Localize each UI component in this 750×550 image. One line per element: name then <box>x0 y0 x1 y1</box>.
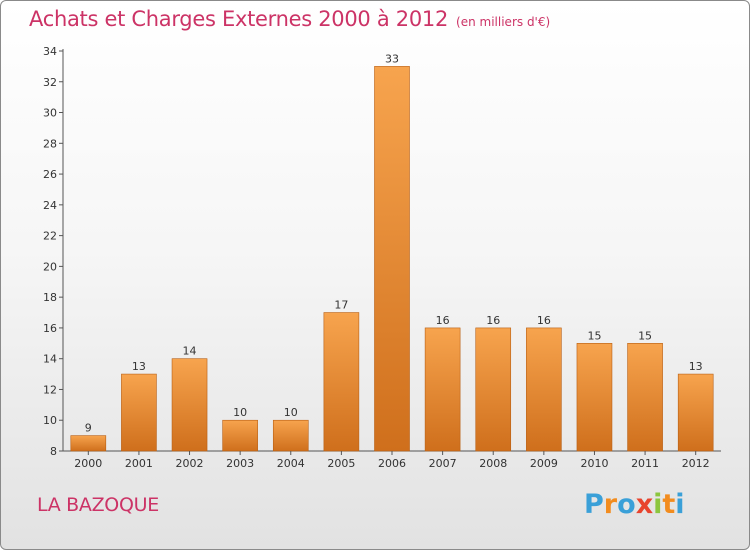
logo-letter: P <box>584 489 604 520</box>
x-tick-label: 2008 <box>479 457 507 470</box>
y-tick-label: 12 <box>43 383 57 396</box>
chart-title: Achats et Charges Externes 2000 à 2012 (e… <box>29 7 550 31</box>
y-tick-label: 14 <box>43 353 57 366</box>
y-tick-label: 10 <box>43 414 57 427</box>
x-tick-label: 2011 <box>631 457 659 470</box>
y-tick-label: 30 <box>43 107 57 120</box>
bar-value-label: 10 <box>284 406 298 419</box>
bar-value-label: 13 <box>132 360 146 373</box>
proxiti-logo: Proxiti <box>584 489 685 520</box>
x-tick-label: 2004 <box>277 457 305 470</box>
chart-unit: (en milliers d'€) <box>456 15 551 29</box>
bar <box>526 327 562 452</box>
x-tick-label: 2002 <box>176 457 204 470</box>
logo-letter: i <box>653 489 663 520</box>
bar <box>222 419 258 452</box>
x-tick-label: 2001 <box>125 457 153 470</box>
logo-letter: o <box>617 489 636 520</box>
y-tick-label: 28 <box>43 137 57 150</box>
x-tick-label: 2007 <box>429 457 457 470</box>
bar <box>627 343 663 452</box>
bar-value-label: 14 <box>183 345 197 358</box>
bar-value-label: 33 <box>385 52 399 65</box>
bar-value-label: 9 <box>85 422 92 435</box>
bar <box>272 419 309 452</box>
bar <box>576 343 613 452</box>
logo-letter: r <box>603 489 618 520</box>
bar-value-label: 16 <box>486 314 500 327</box>
bar <box>171 358 208 452</box>
y-tick-label: 16 <box>43 322 57 335</box>
x-tick-label: 2012 <box>682 457 710 470</box>
x-tick-label: 2009 <box>530 457 558 470</box>
bar-value-label: 15 <box>638 329 652 342</box>
y-tick-label: 22 <box>43 230 57 243</box>
x-tick-label: 2005 <box>327 457 355 470</box>
bar <box>323 312 360 452</box>
x-tick-label: 2010 <box>580 457 608 470</box>
chart-title-text: Achats et Charges Externes 2000 à 2012 <box>29 7 449 31</box>
bar <box>677 373 714 452</box>
x-tick-label: 2006 <box>378 457 406 470</box>
bar <box>374 66 410 452</box>
y-tick-label: 32 <box>43 76 57 89</box>
bar <box>475 327 512 452</box>
y-tick-label: 26 <box>43 168 57 181</box>
x-tick-label: 2000 <box>74 457 102 470</box>
logo-letter: x <box>635 489 654 520</box>
y-tick-label: 24 <box>43 199 57 212</box>
commune-name: LA BAZOQUE <box>37 494 159 516</box>
bar-value-label: 17 <box>334 299 348 312</box>
bar-value-label: 15 <box>587 329 601 342</box>
bar-value-label: 10 <box>233 406 247 419</box>
logo-letter: t <box>662 489 676 520</box>
y-tick-label: 34 <box>43 45 57 58</box>
y-tick-label: 18 <box>43 291 57 304</box>
bar <box>70 435 107 452</box>
y-tick-label: 8 <box>50 445 57 458</box>
bar-value-label: 16 <box>537 314 551 327</box>
x-tick-label: 2003 <box>226 457 254 470</box>
bar-value-label: 16 <box>436 314 450 327</box>
bar <box>424 327 461 452</box>
y-tick-label: 20 <box>43 260 57 273</box>
logo-letter: i <box>675 489 685 520</box>
bar <box>121 373 157 452</box>
bar-value-label: 13 <box>689 360 703 373</box>
